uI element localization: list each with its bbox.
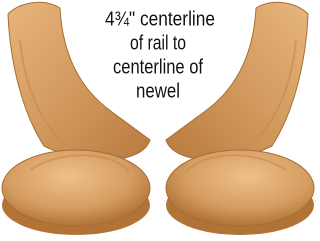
gooseneck-left [2,2,150,235]
caption-line: centerline of [113,56,203,78]
page: 4¾" centerline of rail to centerline of … [0,0,316,241]
caption-line: 4¾" centerline [105,8,215,30]
gooseneck-right [166,2,314,235]
caption-line: of rail to [130,32,186,54]
product-image: 4¾" centerline of rail to centerline of … [0,0,316,241]
caption-line: newel [136,80,180,102]
base-cushion [2,150,150,226]
